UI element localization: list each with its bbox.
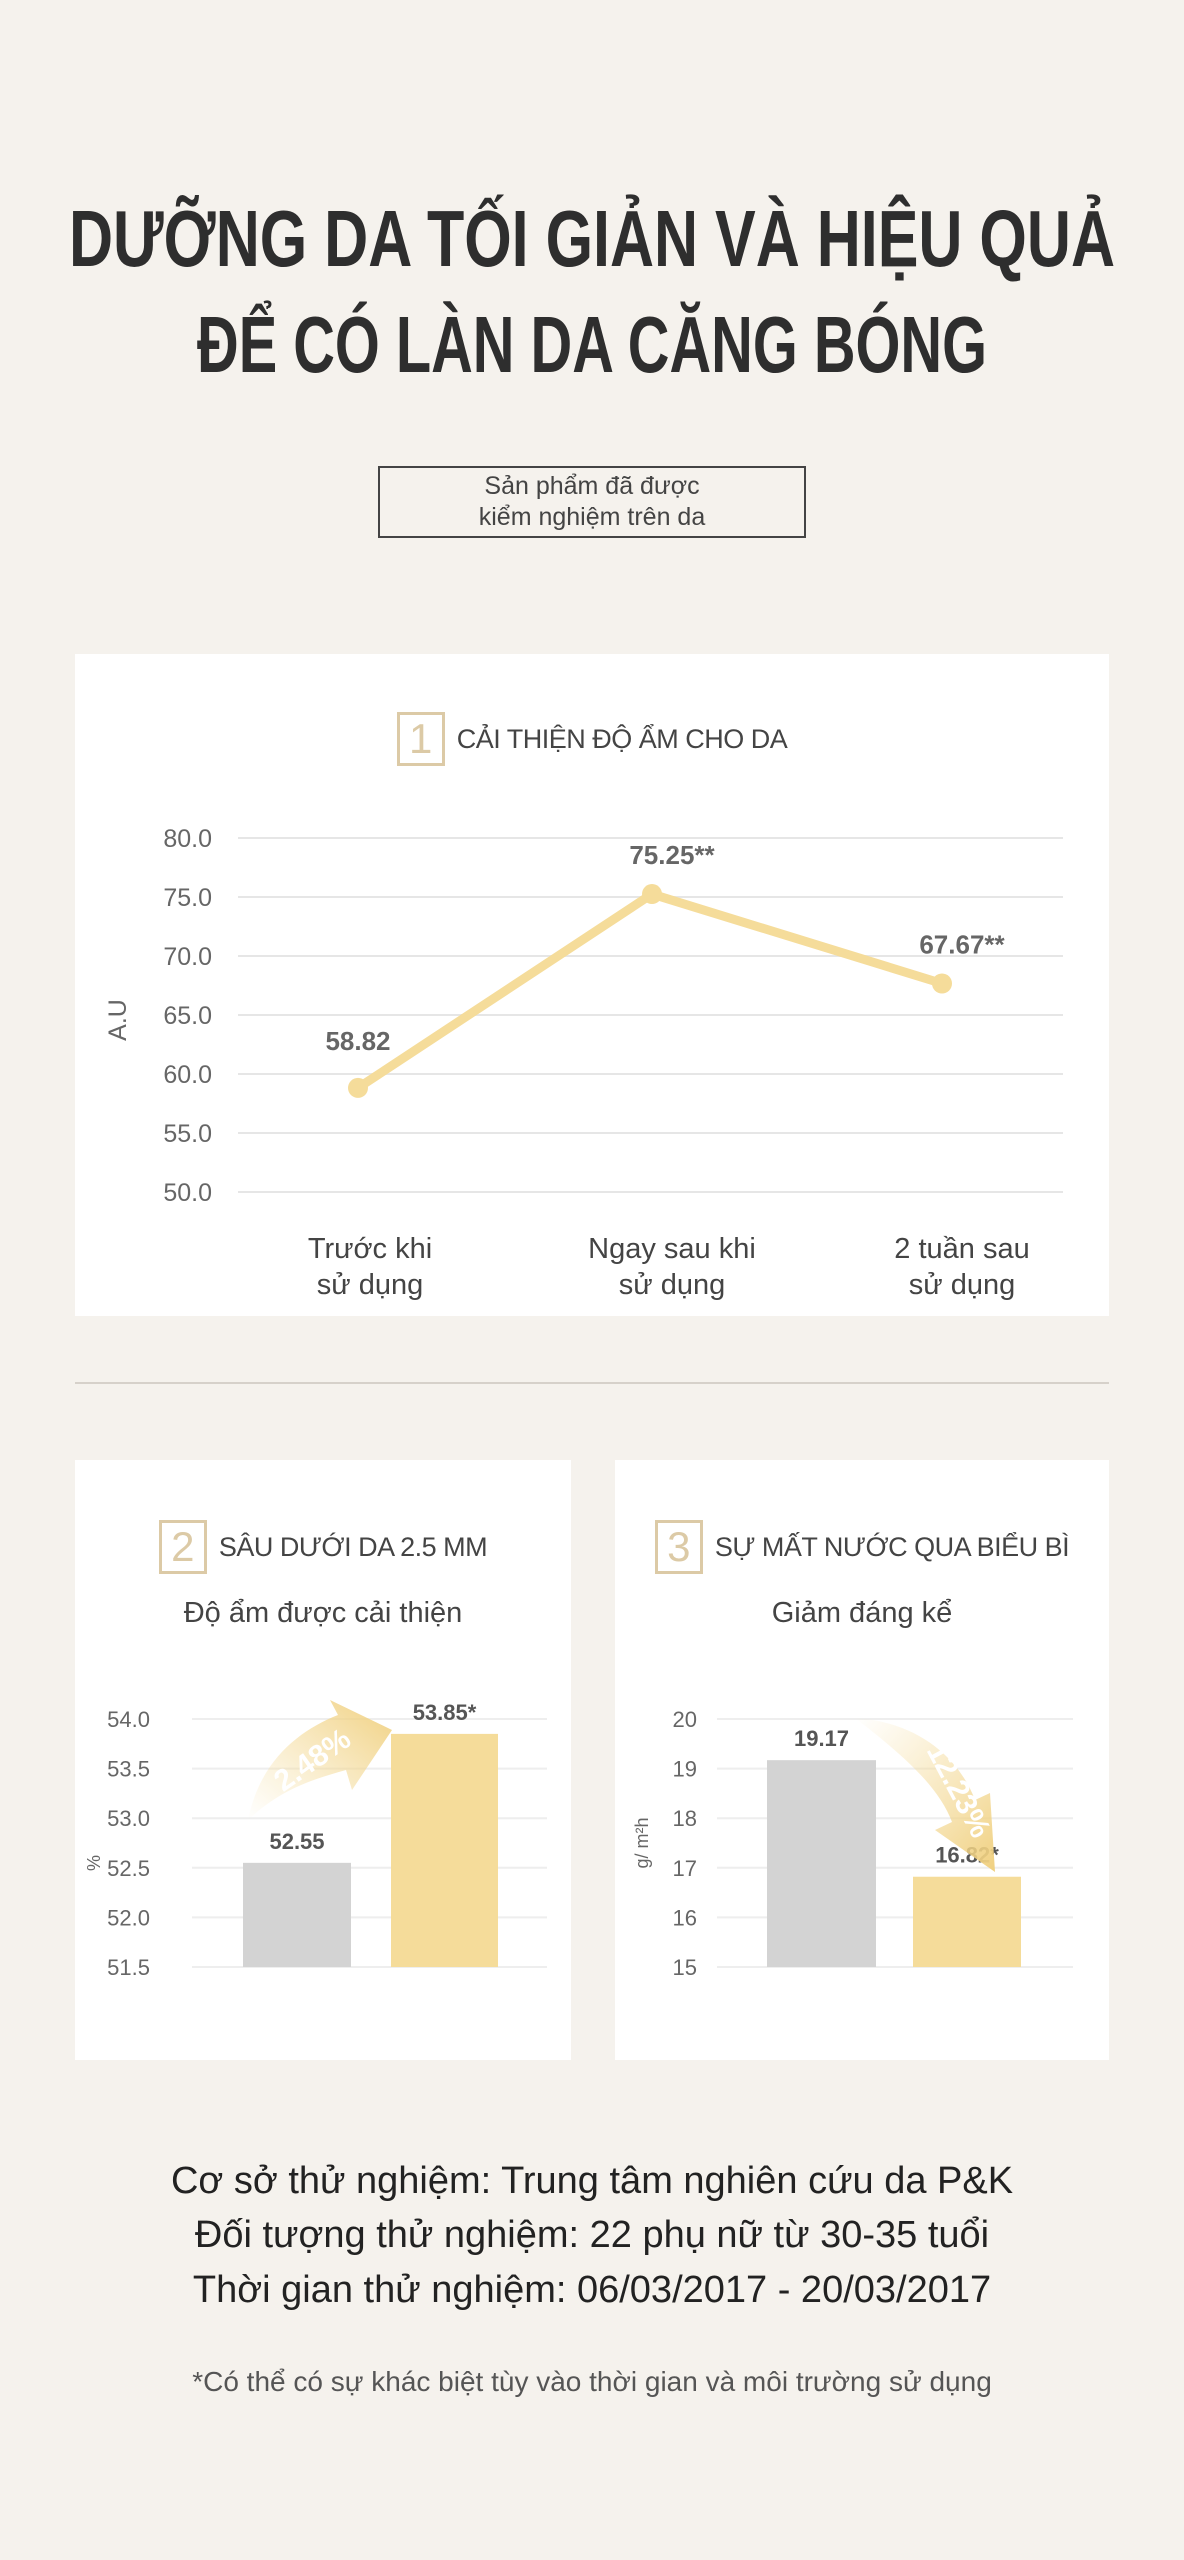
data-label: 67.67** — [919, 929, 1005, 959]
data-point — [348, 1077, 368, 1098]
increase-arrow-icon — [248, 1700, 392, 1820]
x-tick-label: sử dụng — [317, 1269, 423, 1301]
decrease-arrow-icon — [855, 1718, 995, 1872]
y-tick-label: 51.5 — [107, 1955, 150, 1980]
y-tick-label: 17 — [673, 1856, 697, 1881]
y-tick-label: 75.0 — [163, 884, 212, 912]
y-tick-label: 55.0 — [163, 1120, 212, 1148]
y-tick-label: 15 — [673, 1955, 697, 1980]
test-facility: Cơ sở thử nghiệm: Trung tâm nghiên cứu d… — [170, 2160, 1014, 2202]
y-tick-label: 20 — [673, 1707, 697, 1732]
data-label: 19.17 — [794, 1726, 849, 1751]
y-tick-label: 52.0 — [107, 1905, 150, 1930]
page-title: DƯỠNG DA TỐI GIẢN VÀ HIỆU QUẢ ĐỂ CÓ LÀN … — [69, 194, 1115, 389]
x-tick-label: sử dụng — [619, 1269, 725, 1301]
x-tick-label: Trước khi — [308, 1233, 432, 1265]
bar — [391, 1733, 498, 1967]
tested-badge: Sản phẩm đã được kiểm nghiệm trên da — [378, 466, 806, 538]
y-tick-label: 65.0 — [163, 1002, 212, 1030]
data-label: 52.55 — [269, 1829, 324, 1854]
y-axis-label: % — [84, 1855, 104, 1871]
chart-title: CẢI THIỆN ĐỘ ẨM CHO DA — [456, 723, 788, 754]
footnote: *Có thể có sự khác biệt tùy vào thời gia… — [192, 2366, 992, 2397]
page-title-line2: ĐỂ CÓ LÀN DA CĂNG BÓNG — [197, 300, 987, 389]
y-axis-label: g/ m²h — [632, 1817, 652, 1868]
bar — [913, 1876, 1021, 1967]
section-divider — [75, 1382, 1109, 1384]
y-tick-label: 80.0 — [163, 825, 212, 853]
chart-title: SỰ MẤT NƯỚC QUA BIỂU BÌ — [714, 1531, 1070, 1562]
y-tick-label: 53.0 — [107, 1806, 150, 1831]
x-tick-label: 2 tuần sau — [894, 1233, 1029, 1265]
x-tick-label: sử dụng — [909, 1269, 1015, 1301]
chart-number-box: 1 — [396, 712, 445, 766]
chart-title: SÂU DƯỚI DA 2.5 MM — [218, 1531, 488, 1562]
y-axis-label: A.U — [104, 999, 132, 1041]
chart-number-box: 2 — [158, 1520, 207, 1574]
data-point — [932, 973, 952, 994]
x-tick-label: Ngay sau khi — [588, 1233, 756, 1265]
y-tick-label: 52.5 — [107, 1856, 150, 1881]
bar — [767, 1760, 876, 1967]
chart-number-box: 3 — [654, 1520, 703, 1574]
badge-line1: Sản phẩm đã được — [484, 472, 700, 500]
y-tick-label: 19 — [673, 1757, 697, 1782]
data-label: 75.25** — [629, 840, 715, 870]
test-period: Thời gian thử nghiệm: 06/03/2017 - 20/03… — [192, 2269, 992, 2311]
data-point — [642, 884, 662, 905]
y-tick-label: 16 — [673, 1905, 697, 1930]
y-tick-label: 50.0 — [163, 1179, 212, 1207]
badge-line2: kiểm nghiệm trên da — [478, 503, 706, 531]
bar — [243, 1862, 351, 1967]
page-title-line1: DƯỠNG DA TỐI GIẢN VÀ HIỆU QUẢ — [69, 194, 1115, 283]
y-tick-label: 53.5 — [107, 1757, 150, 1782]
test-subjects: Đối tượng thử nghiệm: 22 phụ nữ từ 30-35… — [194, 2214, 990, 2256]
y-tick-label: 60.0 — [163, 1061, 212, 1089]
y-tick-label: 18 — [673, 1806, 697, 1831]
chart-subtitle: Giảm đáng kể — [771, 1597, 953, 1629]
y-tick-label: 70.0 — [163, 943, 212, 971]
data-label: 53.85* — [413, 1700, 477, 1725]
chart-subtitle: Độ ẩm được cải thiện — [183, 1597, 463, 1629]
data-label: 58.82 — [325, 1026, 390, 1056]
y-tick-label: 54.0 — [107, 1707, 150, 1732]
